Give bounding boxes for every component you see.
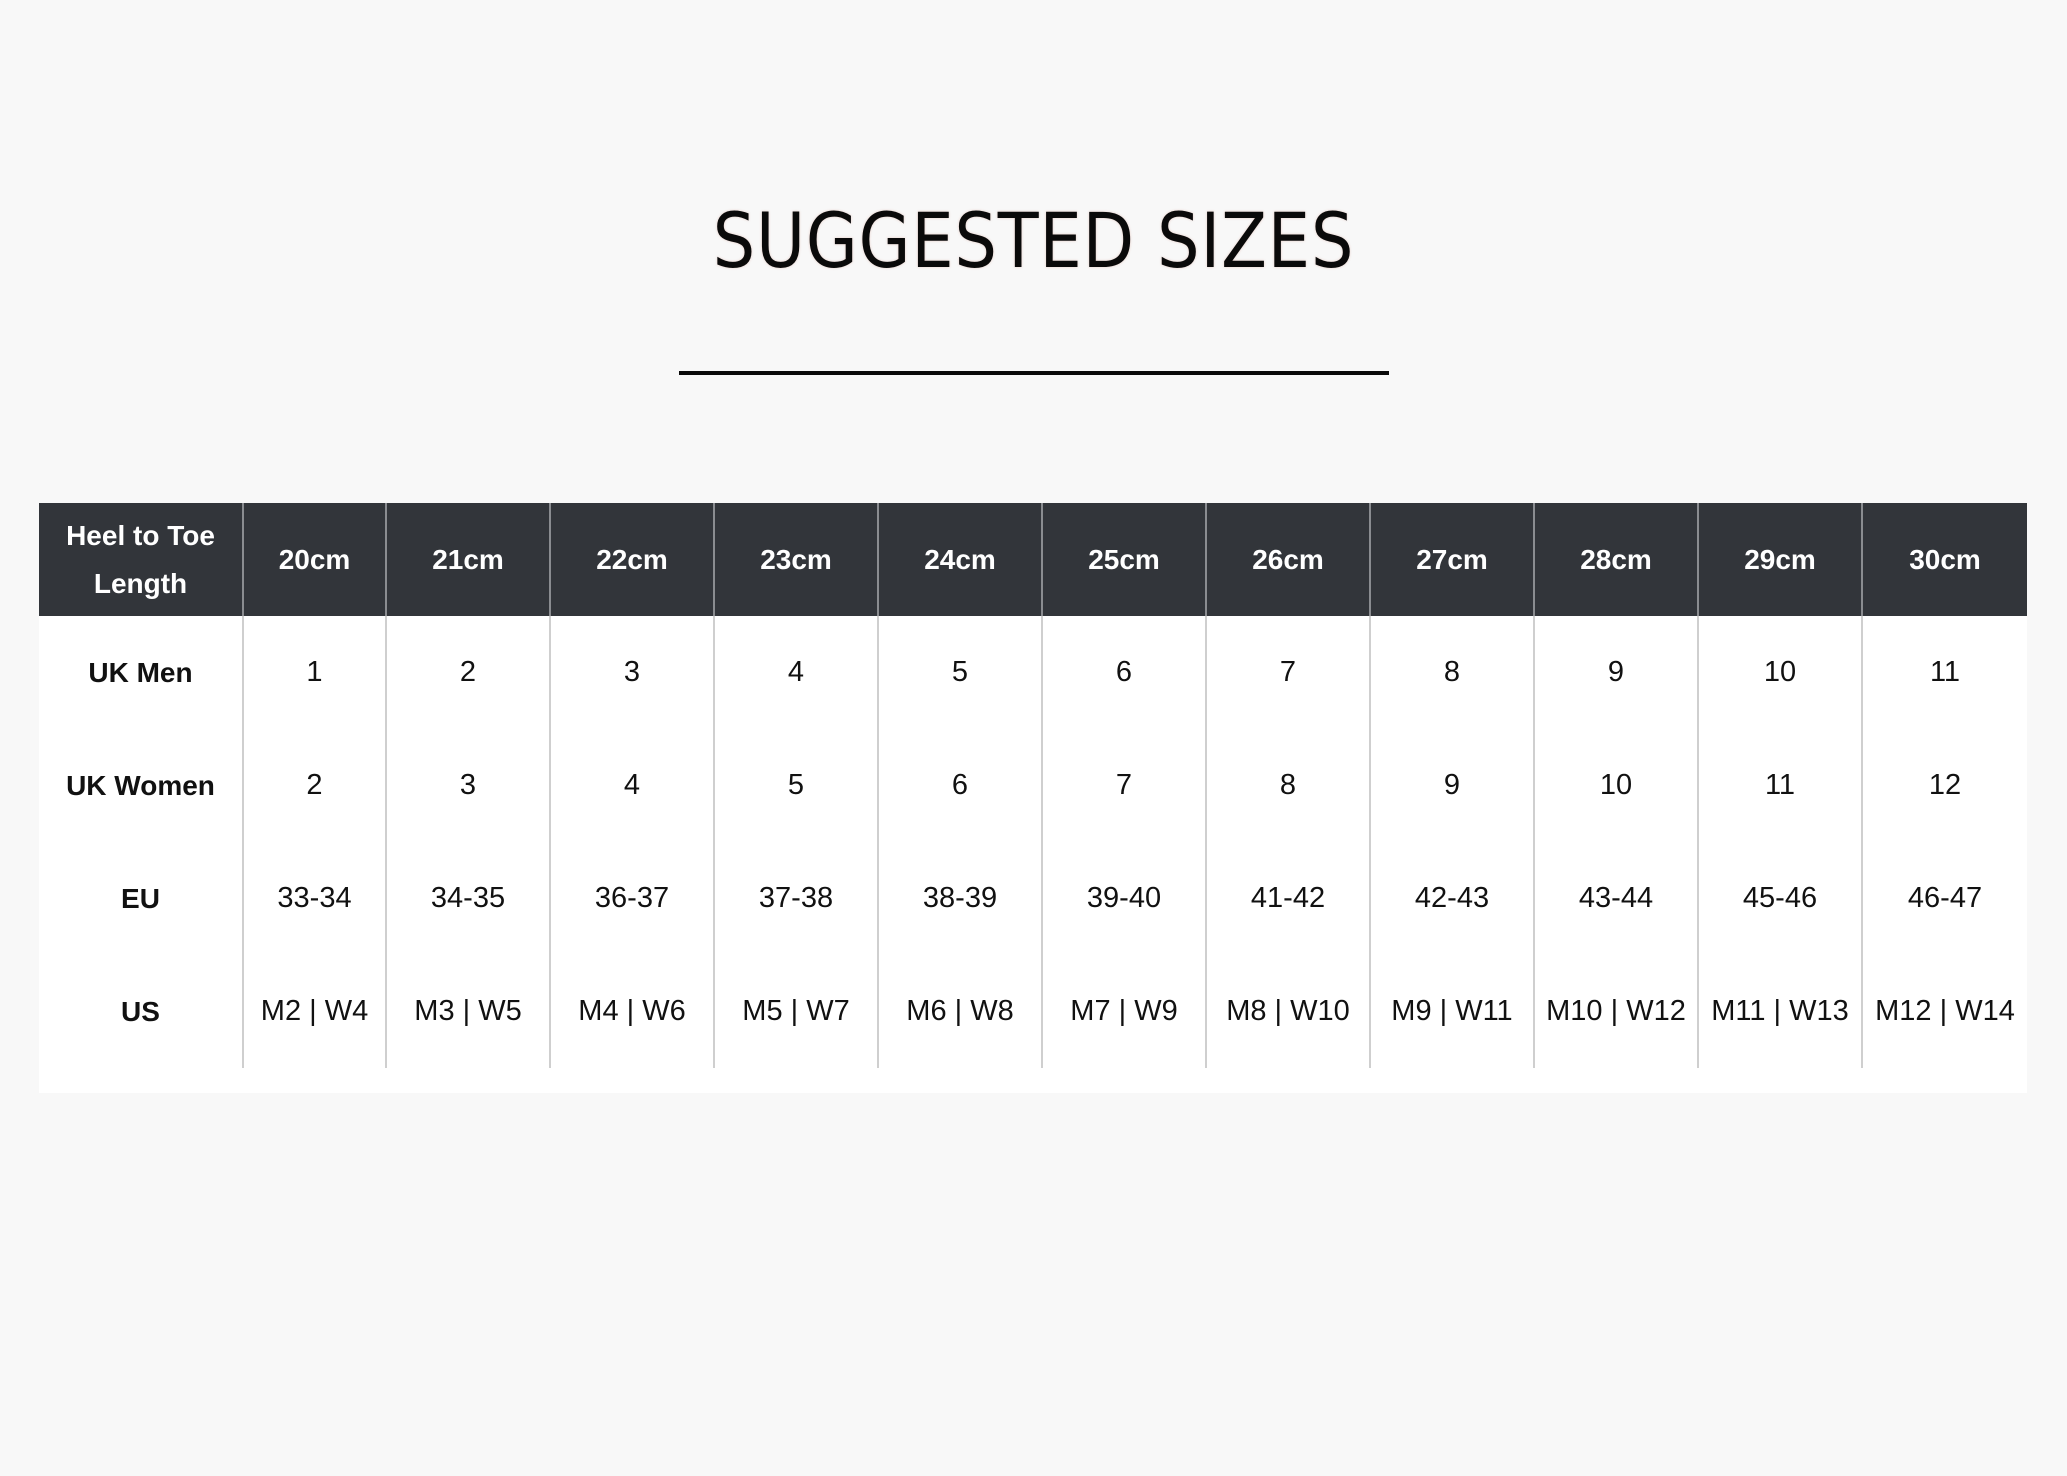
table-cell: 39-40 (1041, 842, 1206, 955)
table-cell: M3 | W5 (385, 955, 550, 1068)
row-label: UK Men (88, 656, 193, 688)
table-row: EU 33-34 34-35 36-37 37-38 38-39 39-40 41-42 42-… (39, 842, 2027, 955)
table-row: US M2 | W4 M3 | W5 M4 | W6 M5 | W7 M6 | W8 M7 … (39, 955, 2027, 1068)
table-cell: 10 (1533, 729, 1698, 842)
table-cell: 42-43 (1369, 842, 1534, 955)
column-header: 25cm (1041, 503, 1206, 616)
table-cell: M2 | W4 (242, 955, 386, 1068)
table-cell: M11 | W13 (1697, 955, 1862, 1068)
column-header: 30cm (1861, 503, 2027, 616)
table-cell: M6 | W8 (877, 955, 1042, 1068)
table-cell: 5 (877, 616, 1042, 729)
table-cell: 43-44 (1533, 842, 1698, 955)
column-header: 22cm (549, 503, 714, 616)
table-cell: 6 (1041, 616, 1206, 729)
table-cell: 3 (549, 616, 714, 729)
table-row: UK Women 2 3 4 5 6 7 8 9 10 11 12 (39, 729, 2027, 842)
table-cell: 8 (1205, 729, 1370, 842)
table-cell: 7 (1041, 729, 1206, 842)
column-header: 23cm (713, 503, 878, 616)
table-cell: 38-39 (877, 842, 1042, 955)
table-cell: M9 | W11 (1369, 955, 1534, 1068)
table-cell: 11 (1697, 729, 1862, 842)
column-header: 26cm (1205, 503, 1370, 616)
column-header: 29cm (1697, 503, 1862, 616)
table-cell: 10 (1697, 616, 1862, 729)
table-cell: 1 (242, 616, 386, 729)
table-cell: M4 | W6 (549, 955, 714, 1068)
table-cell: 46-47 (1861, 842, 2027, 955)
header-label: Heel to Toe Length (39, 503, 243, 616)
table-cell: 9 (1369, 729, 1534, 842)
page-title: SUGGESTED SIZES (0, 196, 2067, 285)
table-cell: M5 | W7 (713, 955, 878, 1068)
table-cell: 11 (1861, 616, 2027, 729)
table-cell: 3 (385, 729, 550, 842)
table-cell: 33-34 (242, 842, 386, 955)
column-header: 27cm (1369, 503, 1534, 616)
title-divider (679, 371, 1389, 375)
table-row: UK Men 1 2 3 4 5 6 7 8 9 10 11 (39, 616, 2027, 729)
table-cell: 6 (877, 729, 1042, 842)
table-cell: 41-42 (1205, 842, 1370, 955)
page-title-text: SUGGESTED SIZES (712, 196, 1355, 285)
table-cell: 4 (713, 616, 878, 729)
table-cell: 36-37 (549, 842, 714, 955)
table-cell: 7 (1205, 616, 1370, 729)
table-cell: 8 (1369, 616, 1534, 729)
column-header: 21cm (385, 503, 550, 616)
table-cell: M10 | W12 (1533, 955, 1698, 1068)
column-header: 24cm (877, 503, 1042, 616)
table-cell: 9 (1533, 616, 1698, 729)
table-cell: 4 (549, 729, 714, 842)
table-cell: 45-46 (1697, 842, 1862, 955)
table-cell: M8 | W10 (1205, 955, 1370, 1068)
table-cell: M12 | W14 (1861, 955, 2027, 1068)
table-cell: 12 (1861, 729, 2027, 842)
column-header: 20cm (242, 503, 386, 616)
row-label: US (121, 995, 160, 1027)
row-label: UK Women (66, 769, 215, 801)
size-chart-table: Heel to Toe Length 20cm 21cm 22cm 23cm 24cm 2… (39, 503, 2027, 1068)
row-label: EU (121, 882, 160, 914)
table-cell: 2 (242, 729, 386, 842)
table-cell: 5 (713, 729, 878, 842)
column-header: 28cm (1533, 503, 1698, 616)
table-cell: 34-35 (385, 842, 550, 955)
table-cell: 37-38 (713, 842, 878, 955)
size-chart-panel: Heel to Toe Length 20cm 21cm 22cm 23cm 24cm 2… (39, 503, 2027, 1093)
table-cell: M7 | W9 (1041, 955, 1206, 1068)
header-row: Heel to Toe Length 20cm 21cm 22cm 23cm 24cm 2… (39, 503, 2027, 616)
table-cell: 2 (385, 616, 550, 729)
